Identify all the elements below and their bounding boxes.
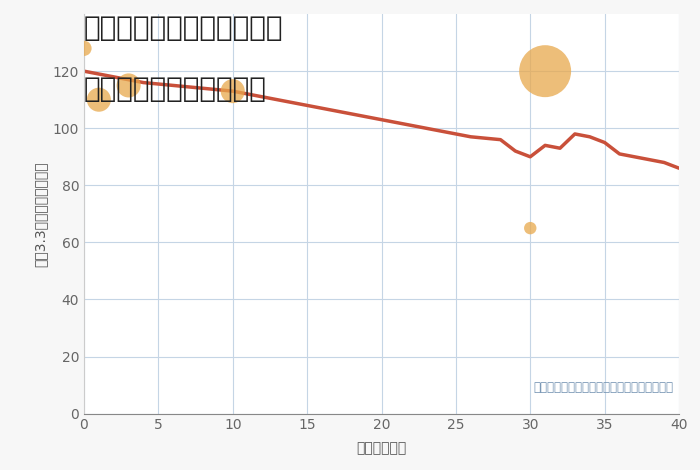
Point <box>123 82 134 89</box>
X-axis label: 築年数（年）: 築年数（年） <box>356 441 407 455</box>
Text: 築年数別中古戸建て価格: 築年数別中古戸建て価格 <box>84 75 267 103</box>
Text: 兵庫県西宮市津門綾羽町の: 兵庫県西宮市津門綾羽町の <box>84 14 284 42</box>
Point <box>227 87 238 95</box>
Point <box>540 67 551 75</box>
Point <box>525 224 536 232</box>
Point <box>93 96 104 103</box>
Y-axis label: 坪（3.3㎡）単価（万円）: 坪（3.3㎡）単価（万円） <box>33 161 47 266</box>
Text: 円の大きさは、取引のあった物件面積を示す: 円の大きさは、取引のあった物件面積を示す <box>533 381 673 394</box>
Point <box>78 45 90 52</box>
